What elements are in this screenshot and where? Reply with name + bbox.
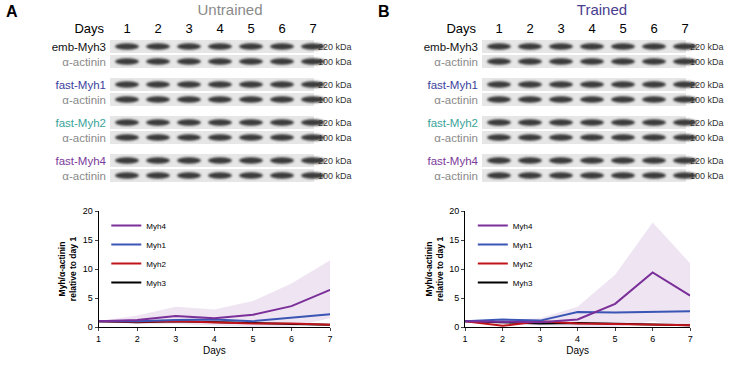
svg-text:7: 7 <box>688 334 693 344</box>
svg-text:α-actinin: α-actinin <box>62 132 106 144</box>
svg-text:5: 5 <box>250 334 255 344</box>
svg-text:3: 3 <box>185 21 192 36</box>
svg-text:10: 10 <box>83 264 93 274</box>
svg-text:Myh2: Myh2 <box>513 260 533 269</box>
svg-text:100 kDa: 100 kDa <box>690 95 724 105</box>
svg-text:100 kDa: 100 kDa <box>690 171 724 181</box>
svg-text:Myh4: Myh4 <box>513 222 533 231</box>
svg-text:Myh/α-actininrelative to day 1: Myh/α-actininrelative to day 1 <box>57 237 78 302</box>
svg-text:100 kDa: 100 kDa <box>318 95 352 105</box>
svg-text:5: 5 <box>247 21 254 36</box>
svg-text:5: 5 <box>88 293 93 303</box>
svg-text:emb-Myh3: emb-Myh3 <box>52 41 106 53</box>
svg-text:5: 5 <box>619 21 626 36</box>
svg-text:15: 15 <box>83 235 93 245</box>
svg-text:220 kDa: 220 kDa <box>318 156 352 166</box>
svg-text:100 kDa: 100 kDa <box>690 57 724 67</box>
svg-text:220 kDa: 220 kDa <box>690 118 724 128</box>
svg-text:4: 4 <box>212 334 217 344</box>
svg-text:Untrained: Untrained <box>197 1 262 18</box>
svg-text:220 kDa: 220 kDa <box>318 80 352 90</box>
svg-text:Myh1: Myh1 <box>513 241 533 250</box>
svg-text:15: 15 <box>449 235 459 245</box>
svg-text:Myh1: Myh1 <box>146 241 166 250</box>
svg-text:Myh3: Myh3 <box>146 279 166 288</box>
svg-text:220 kDa: 220 kDa <box>690 80 724 90</box>
svg-text:4: 4 <box>575 334 580 344</box>
svg-text:α-actinin: α-actinin <box>434 94 478 106</box>
svg-text:220 kDa: 220 kDa <box>318 118 352 128</box>
svg-text:Trained: Trained <box>577 1 627 18</box>
svg-text:20: 20 <box>83 206 93 216</box>
svg-text:fast-Myh2: fast-Myh2 <box>428 117 479 129</box>
svg-text:4: 4 <box>588 21 595 36</box>
svg-text:1: 1 <box>463 334 468 344</box>
svg-text:100 kDa: 100 kDa <box>690 133 724 143</box>
svg-text:Days: Days <box>446 21 476 36</box>
svg-text:4: 4 <box>216 21 223 36</box>
svg-text:Myh3: Myh3 <box>513 279 533 288</box>
svg-text:Days: Days <box>566 345 589 356</box>
svg-text:0: 0 <box>454 322 459 332</box>
svg-text:100 kDa: 100 kDa <box>318 133 352 143</box>
svg-text:220 kDa: 220 kDa <box>690 42 724 52</box>
svg-text:α-actinin: α-actinin <box>434 132 478 144</box>
svg-text:6: 6 <box>650 334 655 344</box>
svg-text:2: 2 <box>135 334 140 344</box>
svg-text:1: 1 <box>123 21 130 36</box>
svg-text:fast-Myh4: fast-Myh4 <box>56 155 107 167</box>
svg-text:α-actinin: α-actinin <box>62 170 106 182</box>
svg-text:2: 2 <box>154 21 161 36</box>
svg-text:B: B <box>378 3 390 20</box>
svg-text:0: 0 <box>88 322 93 332</box>
svg-text:fast-Myh2: fast-Myh2 <box>56 117 107 129</box>
svg-text:2: 2 <box>526 21 533 36</box>
svg-text:7: 7 <box>681 21 688 36</box>
svg-text:A: A <box>6 3 18 20</box>
svg-text:3: 3 <box>538 334 543 344</box>
svg-text:6: 6 <box>289 334 294 344</box>
svg-text:220 kDa: 220 kDa <box>690 156 724 166</box>
svg-text:Days: Days <box>203 345 226 356</box>
svg-text:20: 20 <box>449 206 459 216</box>
svg-text:emb-Myh3: emb-Myh3 <box>424 41 478 53</box>
svg-text:7: 7 <box>309 21 316 36</box>
svg-text:100 kDa: 100 kDa <box>318 171 352 181</box>
svg-text:α-actinin: α-actinin <box>434 170 478 182</box>
svg-text:α-actinin: α-actinin <box>62 56 106 68</box>
svg-text:1: 1 <box>495 21 502 36</box>
svg-text:Myh2: Myh2 <box>146 260 166 269</box>
svg-text:2: 2 <box>500 334 505 344</box>
svg-text:6: 6 <box>278 21 285 36</box>
svg-text:fast-Myh1: fast-Myh1 <box>428 79 479 91</box>
svg-text:3: 3 <box>173 334 178 344</box>
svg-text:220 kDa: 220 kDa <box>318 42 352 52</box>
svg-text:fast-Myh4: fast-Myh4 <box>428 155 479 167</box>
svg-text:α-actinin: α-actinin <box>434 56 478 68</box>
svg-text:α-actinin: α-actinin <box>62 94 106 106</box>
svg-text:Days: Days <box>74 21 104 36</box>
svg-text:100 kDa: 100 kDa <box>318 57 352 67</box>
svg-text:7: 7 <box>328 334 333 344</box>
svg-text:Myh/α-actininrelative to day 1: Myh/α-actininrelative to day 1 <box>424 237 445 302</box>
svg-text:1: 1 <box>96 334 101 344</box>
svg-text:fast-Myh1: fast-Myh1 <box>56 79 107 91</box>
svg-text:3: 3 <box>557 21 564 36</box>
svg-text:Myh4: Myh4 <box>146 222 166 231</box>
svg-text:6: 6 <box>650 21 657 36</box>
svg-text:5: 5 <box>613 334 618 344</box>
svg-text:5: 5 <box>454 293 459 303</box>
svg-text:10: 10 <box>449 264 459 274</box>
